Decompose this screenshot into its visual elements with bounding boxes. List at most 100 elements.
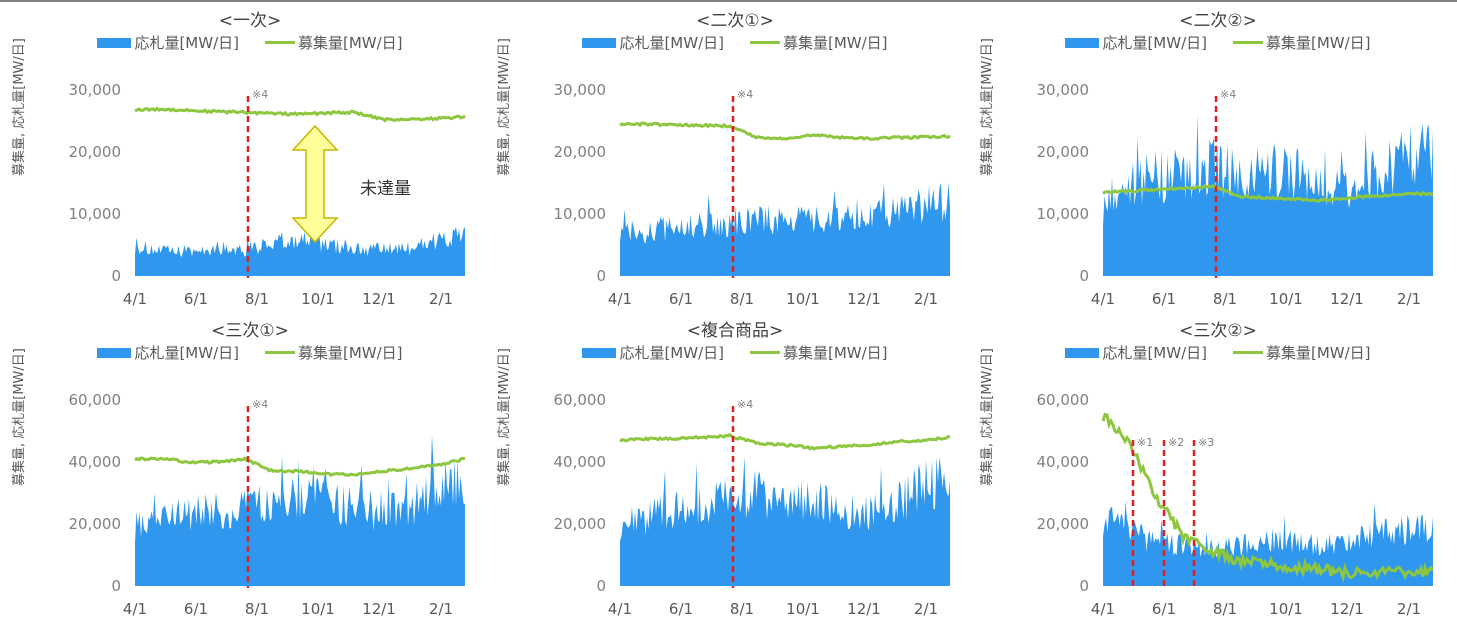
series-area-bid [135,226,465,276]
event-marker-label: ※2 [1168,436,1184,449]
y-tick-label: 0 [1079,267,1089,285]
legend-item-recruit: 募集量[MW/日] [1233,342,1371,363]
x-tick-label: 10/1 [786,600,820,618]
legend-swatch-recruit [1233,41,1263,44]
chart-plot: 0 10,000 20,000 30,000 ※4 4/1 6/1 8/1 10/1 12/1 2/… [1037,81,1434,308]
legend-swatch-bid [1065,37,1100,48]
legend-swatch-recruit [1233,351,1263,354]
x-tick-label: 2/1 [429,290,453,308]
event-marker-label: ※4 [252,398,268,411]
chart-panel-fukugo: <複合商品> 応札量[MW/日] 募集量[MW/日] 募集量, 応札量[MW/日] 0 2… [495,318,975,618]
chart-plot: 0 10,000 20,000 30,000 ※4 4/1 6/1 8/1 10/1 12/1 2/… [69,81,466,308]
x-tick-label: 10/1 [1269,290,1303,308]
x-tick-label: 6/1 [1152,290,1176,308]
y-tick-label: 0 [596,267,606,285]
chart-title: <三次①> [211,321,289,341]
chart-legend: 応札量[MW/日] 募集量[MW/日] [978,342,1457,363]
legend-label-bid: 応札量[MW/日] [619,34,724,52]
x-tick-label: 12/1 [362,600,396,618]
y-tick-label: 20,000 [554,143,607,161]
chart-panel-niji-2: <二次②> 応札量[MW/日] 募集量[MW/日] 募集量, 応札量[MW/日] 0 10… [978,8,1457,308]
x-tick-label: 2/1 [1397,290,1421,308]
double-arrow-annotation [291,124,339,244]
y-tick-label: 10,000 [1037,205,1090,223]
chart-plot: 0 20,000 40,000 60,000 ※1 ※2 ※3 4/1 6/1 8/1 10/1 12… [1037,391,1435,618]
legend-item-recruit: 募集量[MW/日] [750,32,888,53]
x-tick-label: 8/1 [1213,600,1237,618]
y-tick-label: 40,000 [1037,453,1090,471]
y-tick-label: 20,000 [69,515,122,533]
legend-item-recruit: 募集量[MW/日] [265,342,403,363]
y-tick-label: 20,000 [69,143,122,161]
series-area-bid [1103,114,1433,276]
y-tick-label: 10,000 [554,205,607,223]
y-tick-label: 60,000 [554,391,607,409]
legend-label-bid: 応札量[MW/日] [134,344,239,362]
chart-legend: 応札量[MW/日] 募集量[MW/日] [495,342,975,363]
legend-item-bid: 応札量[MW/日] [1065,342,1207,363]
top-border [0,0,1457,2]
legend-label-bid: 応札量[MW/日] [619,344,724,362]
x-tick-label: 6/1 [1152,600,1176,618]
y-tick-label: 60,000 [1037,391,1090,409]
x-tick-label: 12/1 [1330,600,1364,618]
x-tick-label: 8/1 [245,600,269,618]
legend-label-recruit: 募集量[MW/日] [298,34,403,52]
x-tick-label: 6/1 [669,600,693,618]
series-area-bid [135,435,465,586]
chart-panel-sanji-1: <三次①> 応札量[MW/日] 募集量[MW/日] 募集量, 応札量[MW/日] 0 20… [10,318,490,618]
chart-plot: 0 10,000 20,000 30,000 ※4 4/1 6/1 8/1 10/1 12/1 2/… [554,81,951,308]
x-tick-label: 12/1 [847,600,881,618]
series-area-bid [1103,501,1433,586]
series-line-recruit [619,121,951,141]
x-tick-label: 6/1 [184,290,208,308]
x-tick-label: 4/1 [123,290,147,308]
y-tick-label: 30,000 [1037,81,1090,99]
chart-title: <三次②> [1179,321,1257,341]
y-tick-label: 40,000 [69,453,122,471]
y-tick-label: 30,000 [554,81,607,99]
x-tick-label: 4/1 [123,600,147,618]
x-tick-label: 12/1 [847,290,881,308]
legend-swatch-recruit [265,41,295,44]
legend-swatch-bid [582,37,617,48]
x-tick-label: 2/1 [429,600,453,618]
x-tick-label: 6/1 [184,600,208,618]
event-marker-label: ※1 [1137,436,1153,449]
series-line-recruit [1102,183,1434,203]
x-tick-label: 8/1 [730,290,754,308]
series-line-recruit [134,106,466,123]
x-tick-label: 8/1 [245,290,269,308]
chart-legend: 応札量[MW/日] 募集量[MW/日] [10,32,490,53]
legend-item-bid: 応札量[MW/日] [97,32,239,53]
legend-label-recruit: 募集量[MW/日] [1266,344,1371,362]
legend-swatch-bid [1065,347,1100,358]
legend-item-bid: 応札量[MW/日] [582,342,724,363]
legend-label-bid: 応札量[MW/日] [1102,344,1207,362]
legend-item-recruit: 募集量[MW/日] [750,342,888,363]
y-tick-label: 0 [111,267,121,285]
legend-label-recruit: 募集量[MW/日] [783,344,888,362]
legend-item-recruit: 募集量[MW/日] [265,32,403,53]
x-tick-label: 10/1 [301,290,335,308]
legend-label-bid: 応札量[MW/日] [1102,34,1207,52]
chart-title: <複合商品> [686,321,784,341]
event-marker-label: ※4 [737,398,753,411]
event-marker-label: ※4 [737,88,753,101]
x-tick-label: 6/1 [669,290,693,308]
x-tick-label: 4/1 [1091,290,1115,308]
legend-swatch-recruit [750,41,780,44]
y-tick-label: 0 [596,577,606,595]
legend-swatch-bid [97,347,132,358]
chart-plot: 0 20,000 40,000 60,000 ※4 4/1 6/1 8/1 10/1 12/1 2/… [69,391,466,618]
x-tick-label: 8/1 [730,600,754,618]
legend-swatch-bid [582,347,617,358]
legend-swatch-recruit [750,351,780,354]
y-tick-label: 60,000 [69,391,122,409]
y-tick-label: 40,000 [554,453,607,471]
y-tick-label: 20,000 [1037,143,1090,161]
shortfall-annotation: 未達量 [360,179,411,199]
chart-legend: 応札量[MW/日] 募集量[MW/日] [978,32,1457,53]
legend-label-bid: 応札量[MW/日] [134,34,239,52]
chart-panel-sanji-2: <三次②> 応札量[MW/日] 募集量[MW/日] 募集量, 応札量[MW/日] 0 20… [978,318,1457,618]
